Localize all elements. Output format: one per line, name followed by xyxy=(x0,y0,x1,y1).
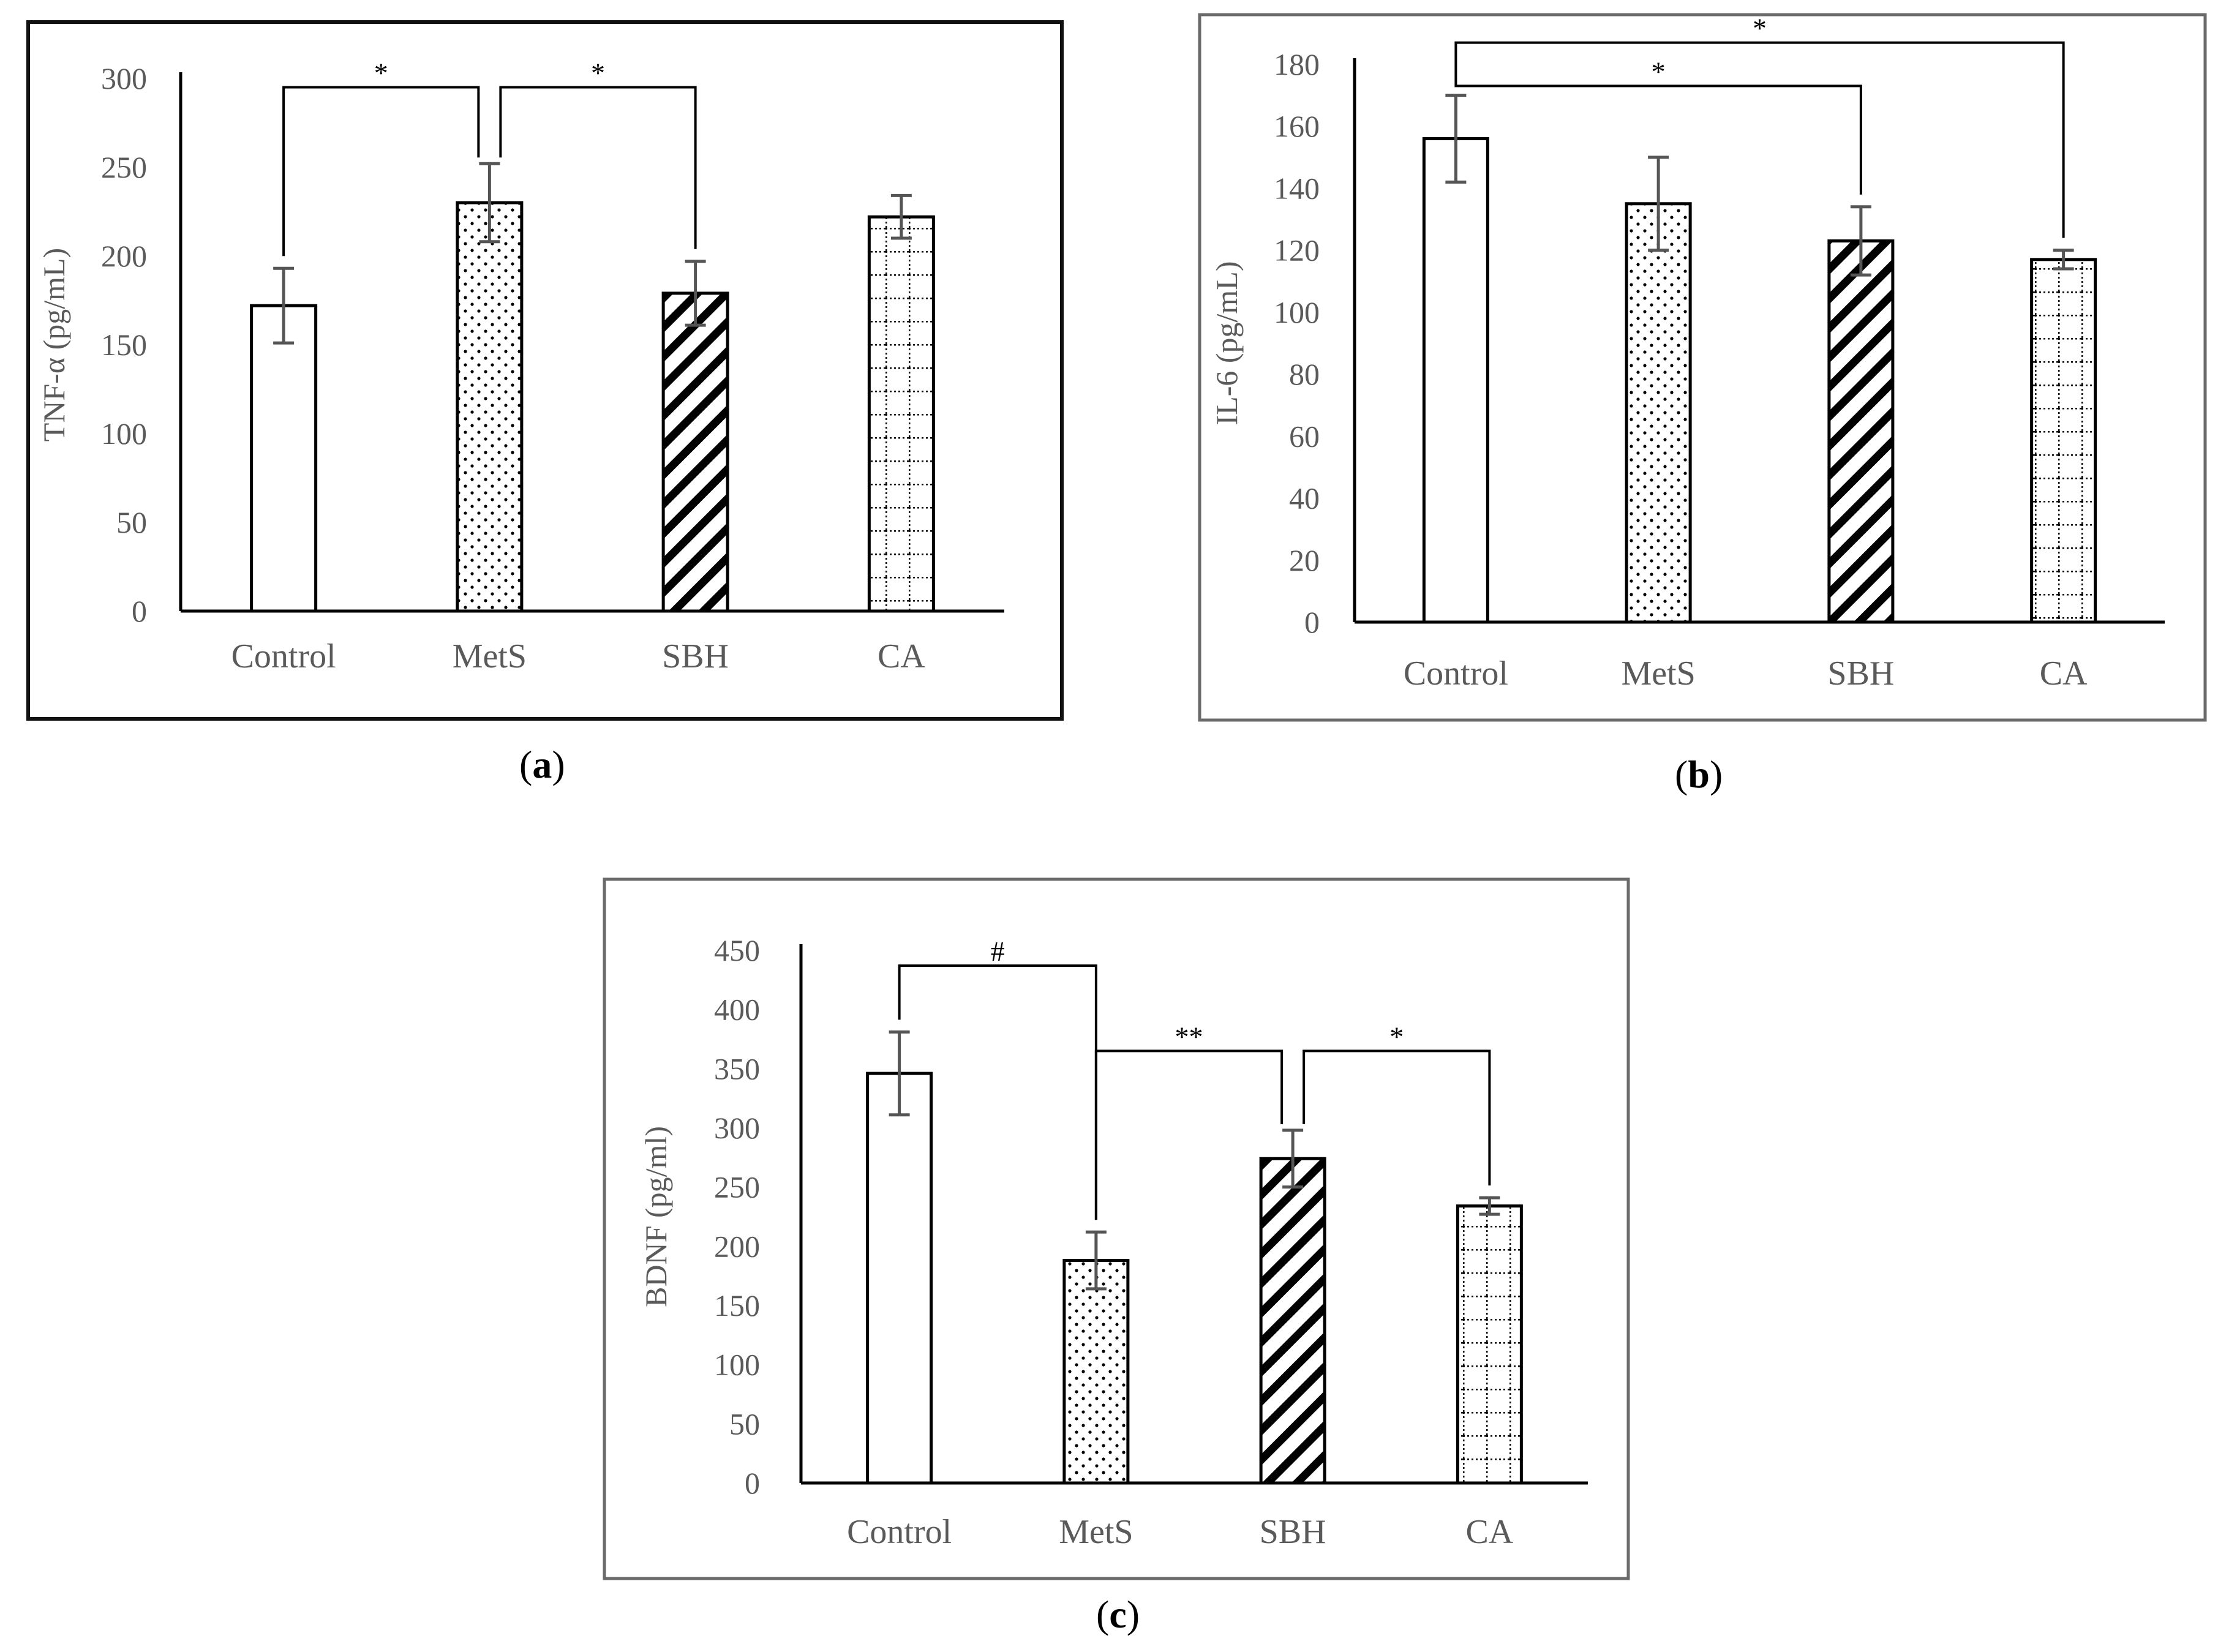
bar-sbh xyxy=(1259,1157,1326,1485)
y-tick-label: 50 xyxy=(116,505,147,539)
x-category-label: Control xyxy=(847,1513,952,1551)
bar-mets xyxy=(1625,202,1692,624)
error-bar xyxy=(479,162,500,244)
significance-label: ** xyxy=(1175,1021,1203,1052)
y-tick-label: 20 xyxy=(1289,543,1320,577)
y-tick-label: 0 xyxy=(1304,605,1320,639)
chart-b: 0 20 40 60 80 100 120 140 160 180 IL-6 (pg/mL) Cont… xyxy=(1198,13,2207,722)
y-tick-label: 50 xyxy=(729,1406,760,1441)
error-bar xyxy=(1479,1196,1500,1216)
bar-ca xyxy=(1456,1204,1523,1485)
error-bar xyxy=(1648,156,1669,252)
y-tick-label: 80 xyxy=(1289,357,1320,391)
y-tick-label: 100 xyxy=(1274,295,1320,329)
y-tick-label: 150 xyxy=(101,328,147,362)
error-bar xyxy=(1445,94,1467,184)
caption-c: (c) xyxy=(1096,1593,1140,1636)
y-tick-label: 160 xyxy=(1274,109,1320,143)
chart-frame xyxy=(1198,13,2207,722)
y-tick-label: 250 xyxy=(101,150,147,184)
significance-label: * xyxy=(374,58,388,89)
y-axis-label: TNF-α (pg/mL) xyxy=(37,248,71,441)
chart-frame xyxy=(603,877,1630,1580)
y-tick-label: 200 xyxy=(101,239,147,273)
y-tick-label: 450 xyxy=(714,933,760,967)
y-tick-label: 60 xyxy=(1289,419,1320,453)
x-category-label: MetS xyxy=(1059,1513,1133,1551)
x-category-label: Control xyxy=(1404,655,1508,693)
caption-b: (b) xyxy=(1675,753,1723,796)
significance-label: * xyxy=(1652,56,1666,87)
error-bar xyxy=(2053,249,2074,271)
x-category-label: CA xyxy=(2040,655,2088,693)
bar-ca xyxy=(867,215,935,613)
bar-mets xyxy=(456,201,524,613)
chart-a: 0 50 100 150 200 250 300 TNF-α (pg/mL) Control Me… xyxy=(26,20,1064,721)
y-tick-label: 400 xyxy=(714,993,760,1027)
y-tick-label: 150 xyxy=(714,1288,760,1323)
bar-ca xyxy=(2030,258,2097,624)
significance-label: # xyxy=(991,936,1005,967)
significance-bracket xyxy=(1303,1049,1491,1186)
y-tick-label: 350 xyxy=(714,1051,760,1086)
significance-bracket xyxy=(1094,1049,1284,1220)
bar-control xyxy=(866,1072,933,1485)
y-tick-label: 120 xyxy=(1274,233,1320,268)
y-tick-label: 0 xyxy=(132,594,147,628)
error-bar xyxy=(1085,1230,1107,1291)
y-tick-label: 40 xyxy=(1289,481,1320,516)
bar-sbh xyxy=(661,291,729,613)
chart-frame xyxy=(26,20,1064,721)
error-bar xyxy=(685,260,706,327)
y-axis-label: IL-6 (pg/mL) xyxy=(1209,261,1244,426)
y-tick-label: 0 xyxy=(745,1466,760,1500)
error-bar xyxy=(1850,205,1871,277)
x-category-label: CA xyxy=(878,637,925,675)
bar-control xyxy=(250,304,318,613)
error-bar xyxy=(273,266,295,345)
y-tick-label: 300 xyxy=(714,1111,760,1145)
bar-sbh xyxy=(1827,239,1895,624)
error-bar xyxy=(889,1030,910,1117)
bar-control xyxy=(1422,137,1489,624)
y-tick-label: 100 xyxy=(101,416,147,451)
significance-label: * xyxy=(1753,13,1767,44)
y-tick-label: 200 xyxy=(714,1229,760,1263)
x-category-label: SBH xyxy=(662,637,729,675)
x-category-label: SBH xyxy=(1827,655,1894,693)
x-category-label: SBH xyxy=(1260,1513,1326,1551)
x-category-label: Control xyxy=(231,637,336,675)
bar-mets xyxy=(1062,1259,1130,1485)
error-bar xyxy=(890,193,912,240)
y-tick-label: 100 xyxy=(714,1348,760,1382)
error-bar xyxy=(1282,1128,1304,1189)
y-tick-label: 250 xyxy=(714,1170,760,1204)
significance-label: * xyxy=(591,58,605,89)
significance-bracket xyxy=(282,86,480,257)
significance-label: * xyxy=(1389,1021,1404,1052)
y-tick-label: 180 xyxy=(1274,47,1320,81)
chart-c: 0 50 100 150 200 250 300 350 400 450 BDNF (pg/ml) C… xyxy=(603,877,1630,1580)
y-tick-label: 300 xyxy=(101,61,147,96)
y-axis-label: BDNF (pg/ml) xyxy=(639,1126,673,1307)
y-tick-label: 140 xyxy=(1274,171,1320,205)
caption-a: (a) xyxy=(519,743,565,786)
x-category-label: CA xyxy=(1465,1513,1513,1551)
significance-bracket xyxy=(1454,83,1862,195)
x-category-label: MetS xyxy=(1621,655,1695,693)
x-category-label: MetS xyxy=(453,637,527,675)
significance-bracket xyxy=(1454,41,2065,238)
significance-bracket xyxy=(499,86,697,249)
